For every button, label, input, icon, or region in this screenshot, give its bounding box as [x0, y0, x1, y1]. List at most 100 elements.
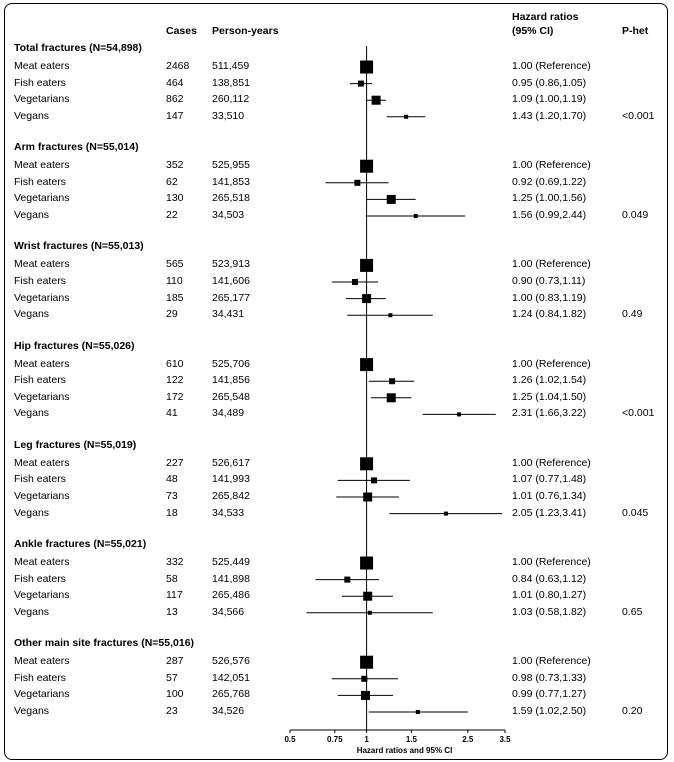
person-years-value: 265,768 [212, 688, 250, 701]
cases-value: 122 [166, 374, 184, 387]
hr-marker [354, 179, 361, 186]
row-label: Vegans [14, 605, 50, 618]
hazard-ratio-text: 1.01 (0.76,1.34) [512, 490, 587, 502]
cases-value: 862 [166, 93, 184, 106]
row-label: Fish eaters [14, 671, 66, 684]
hr-marker [386, 393, 396, 403]
x-tick-label: 1 [364, 735, 369, 744]
cases-value: 73 [166, 490, 178, 502]
x-axis-label: Hazard ratios and 95% CI [357, 746, 453, 755]
cases-value: 464 [166, 76, 184, 89]
group-title: Other main site fractures (N=55,016) [14, 637, 195, 650]
row-label: Vegetarians [14, 192, 70, 205]
p-het-column-header: P-het [622, 25, 649, 37]
row-label: Vegetarians [14, 390, 70, 403]
hazard-ratio-text: 1.00 (Reference) [512, 456, 591, 469]
p-het-value: <0.001 [622, 109, 655, 122]
person-years-value: 525,955 [212, 159, 250, 172]
hr-marker [367, 610, 372, 615]
row-label: Meat eaters [14, 159, 70, 172]
cases-value: 62 [166, 175, 178, 188]
hr-marker [404, 114, 409, 119]
person-years-value: 265,548 [212, 390, 250, 403]
row-label: Fish eaters [14, 473, 66, 486]
person-years-value: 34,431 [212, 308, 245, 321]
person-years-value: 33,510 [212, 109, 245, 122]
hr-marker [357, 80, 364, 87]
hr-marker [388, 313, 393, 318]
hazard-ratio-text: 1.01 (0.80,1.27) [512, 589, 587, 602]
hazard-ratio-text: 1.25 (1.04,1.50) [512, 390, 587, 403]
cases-value: 172 [166, 390, 184, 403]
hr-marker [371, 477, 378, 484]
row-label: Meat eaters [14, 655, 70, 668]
hr-marker [351, 279, 358, 285]
hr-marker [443, 511, 448, 516]
cases-value: 2468 [166, 60, 190, 72]
person-years-value: 525,706 [212, 357, 250, 370]
hr-marker [415, 710, 420, 714]
person-years-value: 525,449 [212, 556, 250, 568]
hazard-ratio-text: 1.00 (Reference) [512, 556, 591, 568]
person-years-value: 34,526 [212, 705, 245, 717]
person-years-value: 34,503 [212, 209, 245, 221]
x-tick-label: 0.75 [327, 735, 343, 744]
hazard-ratios-column-header: Hazard ratios (95% CI) [512, 11, 579, 37]
row-label: Fish eaters [14, 374, 66, 387]
x-tick-label: 2.5 [462, 735, 474, 744]
hr-marker [386, 194, 396, 204]
person-years-value: 511,459 [212, 60, 250, 72]
hazard-ratio-text: 1.00 (0.83,1.19) [512, 291, 587, 304]
cases-value: 287 [166, 655, 184, 668]
cases-value: 13 [166, 605, 178, 618]
cases-value: 110 [166, 275, 183, 287]
cases-value: 565 [166, 258, 184, 271]
hazard-ratio-text: 2.31 (1.66,3.22) [512, 407, 587, 420]
hazard-ratio-text: 1.43 (1.20,1.70) [512, 109, 587, 122]
cases-value: 41 [166, 407, 178, 420]
person-years-value: 265,842 [212, 490, 250, 502]
person-years-value: 141,606 [212, 275, 250, 287]
cases-value: 100 [166, 688, 184, 701]
hazard-ratio-text: 1.07 (0.77,1.48) [512, 473, 587, 486]
person-years-value: 265,486 [212, 589, 250, 602]
cases-value: 29 [166, 308, 178, 321]
x-tick-label: 1.5 [406, 735, 418, 744]
person-years-value: 141,853 [212, 175, 250, 188]
person-years-value: 526,617 [212, 456, 250, 469]
cases-value: 57 [166, 671, 178, 684]
figure-frame [4, 3, 668, 760]
person-years-value: 265,177 [212, 291, 250, 304]
person-years-value: 142,051 [212, 671, 250, 684]
person-years-value: 141,898 [212, 572, 250, 585]
row-label: Vegans [14, 705, 50, 717]
row-label: Meat eaters [14, 456, 70, 469]
hazard-ratio-text: 1.00 (Reference) [512, 159, 591, 172]
row-label: Meat eaters [14, 556, 70, 568]
person-years-column-header: Person-years [212, 25, 279, 37]
hazard-ratio-text: 0.92 (0.69,1.22) [512, 175, 587, 188]
hazard-ratio-text: 1.03 (0.58,1.82) [512, 605, 587, 618]
hazard-ratio-text: 0.95 (0.86,1.05) [512, 76, 587, 89]
row-label: Vegetarians [14, 93, 70, 106]
group-title: Hip fractures (N=55,026) [14, 339, 135, 352]
p-het-value: 0.20 [622, 705, 643, 717]
row-label: Vegetarians [14, 589, 70, 602]
row-label: Vegans [14, 308, 50, 321]
group-title: Total fractures (N=54,898) [14, 42, 142, 54]
row-label: Vegetarians [14, 291, 70, 304]
x-tick-label: 0.5 [284, 735, 296, 744]
row-label: Meat eaters [14, 258, 70, 271]
cases-value: 22 [166, 209, 178, 221]
hr-marker [363, 492, 373, 502]
row-label: Vegans [14, 407, 50, 420]
hr-marker [413, 214, 418, 218]
cases-value: 130 [166, 192, 184, 205]
hazard-ratio-text: 1.26 (1.02,1.54) [512, 374, 587, 387]
person-years-value: 34,533 [212, 506, 245, 519]
hazard-ratio-text: 1.00 (Reference) [512, 258, 591, 271]
row-label: Meat eaters [14, 357, 70, 370]
row-label: Fish eaters [14, 572, 66, 585]
x-tick-label: 3.5 [499, 735, 511, 744]
